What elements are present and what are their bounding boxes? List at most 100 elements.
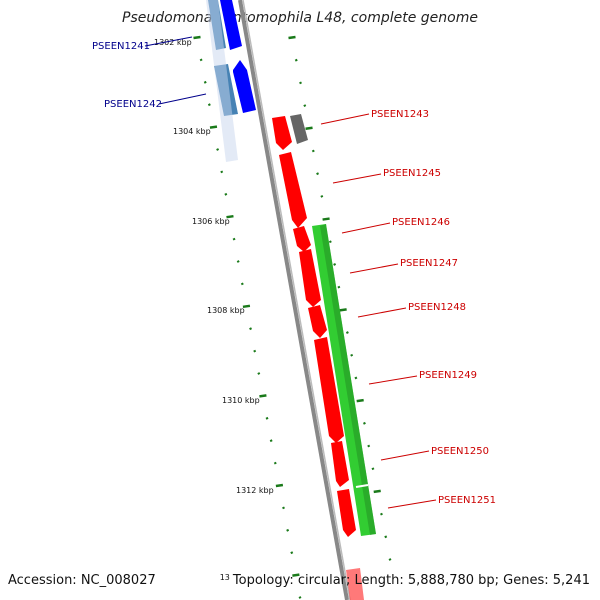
feature-pseen1245 bbox=[279, 152, 307, 228]
gene-label-pseen1249[interactable]: PSEEN1249 bbox=[419, 370, 477, 381]
major-tick bbox=[275, 483, 284, 488]
gene-label-pseen1245[interactable]: PSEEN1245 bbox=[383, 168, 441, 179]
leader-line bbox=[368, 375, 418, 385]
minor-tick bbox=[249, 327, 253, 331]
summary-text: Topology: circular; Length: 5,888,780 bp… bbox=[232, 573, 590, 588]
minor-tick bbox=[298, 596, 302, 599]
genome-backbone-shadow bbox=[242, 0, 351, 600]
leader-line bbox=[341, 222, 391, 234]
minor-tick bbox=[350, 353, 354, 357]
reverse-gene-labels: PSEEN1243 PSEEN1245 PSEEN1246 PSEEN1247 … bbox=[320, 109, 496, 509]
major-tick bbox=[305, 126, 313, 131]
minor-tick bbox=[290, 551, 294, 555]
major-tick bbox=[209, 125, 218, 129]
gene-label-pseen1248[interactable]: PSEEN1248 bbox=[408, 302, 466, 313]
feature-pseen1251 bbox=[337, 489, 356, 537]
gene-label-pseen1251[interactable]: PSEEN1251 bbox=[438, 495, 496, 506]
major-tick bbox=[193, 35, 201, 40]
minor-tick bbox=[345, 331, 349, 334]
leader-line bbox=[380, 450, 430, 461]
major-tick bbox=[242, 304, 251, 309]
major-tick bbox=[339, 308, 347, 312]
minor-tick bbox=[320, 194, 324, 198]
minor-tick bbox=[388, 558, 392, 561]
major-tick bbox=[373, 489, 381, 494]
major-tick bbox=[322, 217, 330, 221]
minor-tick bbox=[316, 172, 320, 176]
leader-line bbox=[144, 36, 193, 47]
minor-tick bbox=[384, 535, 388, 539]
major-tick bbox=[226, 214, 234, 219]
gene-label-pseen1242[interactable]: PSEEN1242 bbox=[104, 99, 162, 110]
feature-pseen1243-unknown bbox=[290, 114, 308, 144]
minor-tick bbox=[362, 421, 366, 425]
major-tick bbox=[288, 35, 296, 40]
minor-tick bbox=[333, 263, 337, 266]
minor-tick bbox=[299, 81, 302, 85]
leader-line bbox=[349, 263, 399, 274]
scale-label: 1312 kbp bbox=[236, 486, 274, 495]
forward-strand-features bbox=[206, 0, 256, 162]
leader-line bbox=[158, 93, 207, 105]
accession-text: Accession: NC_008027 bbox=[8, 573, 156, 588]
minor-tick bbox=[216, 148, 220, 151]
minor-tick bbox=[207, 103, 211, 107]
feature-next bbox=[346, 568, 364, 600]
minor-tick bbox=[282, 506, 285, 510]
minor-tick bbox=[236, 260, 240, 263]
scale-label: 1310 kbp bbox=[222, 396, 260, 405]
minor-tick bbox=[367, 444, 371, 448]
scale-label: 1306 kbp bbox=[192, 217, 230, 226]
leader-line bbox=[320, 113, 370, 125]
feature-pseen1247 bbox=[299, 249, 321, 307]
feature-pseen1250 bbox=[331, 441, 349, 487]
gene-label-pseen1243[interactable]: PSEEN1243 bbox=[371, 109, 429, 120]
minor-tick bbox=[294, 58, 298, 62]
minor-tick bbox=[354, 376, 358, 380]
minor-tick bbox=[232, 237, 236, 241]
major-tick bbox=[292, 573, 300, 577]
scale-label: 1304 kbp bbox=[173, 127, 211, 136]
pale-band bbox=[206, 0, 238, 162]
scale-label: 1302 kbp bbox=[154, 38, 192, 47]
feature-pseen1248 bbox=[308, 305, 327, 338]
minor-tick bbox=[303, 104, 307, 107]
reverse-strand-features bbox=[272, 114, 364, 600]
minor-tick bbox=[224, 192, 228, 196]
genome-summary: 13 Topology: circular; Length: 5,888,780 … bbox=[220, 573, 590, 588]
minor-tick bbox=[240, 282, 244, 286]
feature-pseen1241 bbox=[220, 0, 242, 50]
minor-tick bbox=[265, 416, 269, 420]
minor-tick bbox=[273, 461, 277, 465]
leader-line bbox=[387, 499, 437, 509]
leader-line bbox=[357, 307, 407, 318]
gene-label-pseen1247[interactable]: PSEEN1247 bbox=[400, 258, 458, 269]
corner-number: 13 bbox=[219, 573, 230, 582]
minor-tick bbox=[286, 528, 290, 532]
minor-tick bbox=[199, 58, 203, 62]
major-tick bbox=[259, 394, 267, 398]
genome-backbone bbox=[238, 0, 349, 600]
feature-pseen1243 bbox=[272, 116, 292, 150]
minor-tick bbox=[311, 149, 315, 153]
inner-tick-track bbox=[288, 35, 392, 561]
outer-tick-track bbox=[193, 35, 302, 599]
gene-features bbox=[312, 224, 376, 536]
minor-tick bbox=[371, 467, 375, 471]
minor-tick bbox=[380, 512, 383, 516]
scale-labels: 1302 kbp 1304 kbp 1306 kbp 1308 kbp 1310… bbox=[154, 38, 274, 495]
minor-tick bbox=[253, 349, 257, 353]
forward-gene-labels: PSEEN1241 PSEEN1242 bbox=[92, 36, 207, 110]
minor-tick bbox=[220, 170, 224, 174]
minor-tick bbox=[257, 372, 261, 375]
minor-tick bbox=[203, 80, 207, 84]
gene-label-pseen1246[interactable]: PSEEN1246 bbox=[392, 217, 450, 228]
scale-label: 1308 kbp bbox=[207, 306, 245, 315]
major-tick bbox=[356, 398, 364, 403]
gene-label-pseen1241[interactable]: PSEEN1241 bbox=[92, 41, 150, 52]
feature-pseen1249 bbox=[314, 337, 344, 443]
gene-label-pseen1250[interactable]: PSEEN1250 bbox=[431, 446, 489, 457]
minor-tick bbox=[328, 240, 332, 244]
feature-pseen1242 bbox=[233, 60, 256, 113]
